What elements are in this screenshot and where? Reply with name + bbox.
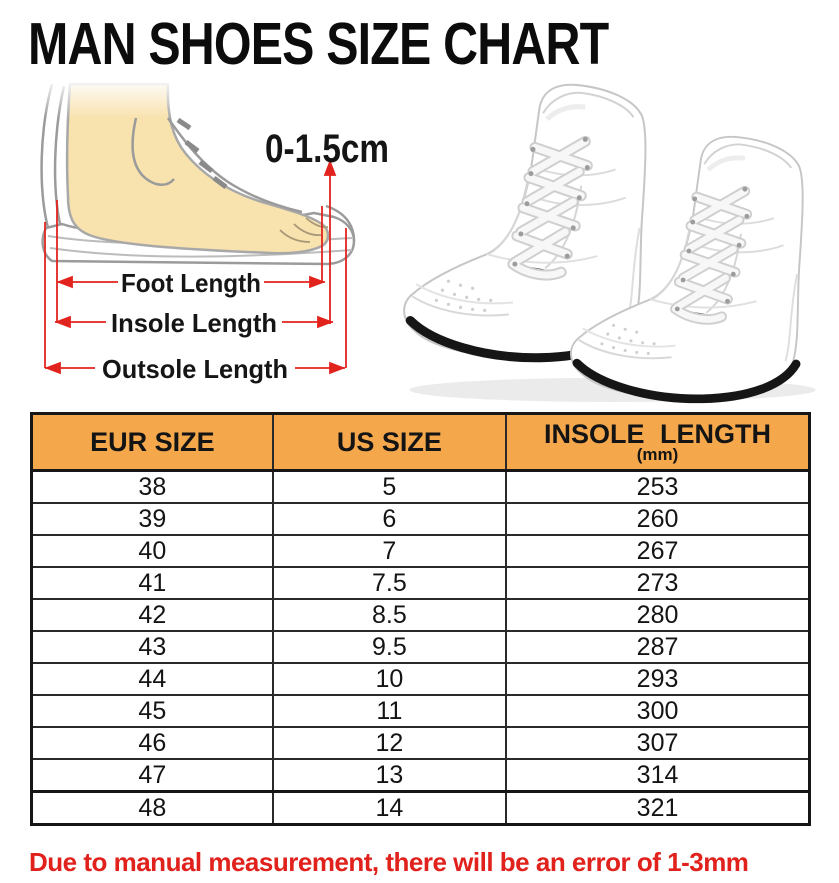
- us-cell: 14: [271, 790, 508, 826]
- insole-cell: 253: [505, 469, 811, 504]
- col-header-insole-unit: (mm): [636, 445, 679, 464]
- insole-cell: 267: [505, 534, 811, 568]
- insole-cell: 287: [505, 630, 811, 664]
- col-header-eur: EUR SIZE: [30, 412, 274, 472]
- col-header-insole-label: INSOLE LENGTH: [544, 419, 772, 449]
- us-cell: 7: [271, 534, 508, 568]
- shoe-instep-outline: [166, 117, 356, 242]
- table-row: 39 6 260: [30, 502, 811, 536]
- eur-cell: 43: [30, 630, 274, 664]
- eur-cell: 44: [30, 662, 274, 696]
- eur-cell: 41: [30, 566, 274, 600]
- insole-cell: 300: [505, 694, 811, 728]
- eur-cell: 40: [30, 534, 274, 568]
- col-header-us: US SIZE: [271, 412, 508, 472]
- table-row: 42 8.5 280: [30, 598, 811, 632]
- insole-cell: 280: [505, 598, 811, 632]
- eur-cell: 46: [30, 726, 274, 760]
- foot-measurement-diagram: 0-1.5cm Foot Length Insole Length Outsol…: [38, 78, 389, 384]
- measurement-error-note: Due to manual measurement, there will be…: [29, 847, 749, 877]
- us-cell: 10: [271, 662, 508, 696]
- leg-fade: [38, 78, 228, 118]
- table-row: 47 13 314: [30, 758, 811, 793]
- eur-cell: 42: [30, 598, 274, 632]
- us-cell: 7.5: [271, 566, 508, 600]
- table-row: 48 14 321: [30, 790, 811, 826]
- insole-cell: 314: [505, 758, 811, 793]
- up-arrow-icon: [323, 159, 337, 176]
- table-row: 45 11 300: [30, 694, 811, 728]
- eur-cell: 48: [30, 790, 274, 826]
- outsole-length-label: Outsole Length: [102, 354, 288, 384]
- size-table: EUR SIZE US SIZE INSOLE LENGTH (mm) 38 5…: [30, 412, 811, 826]
- toe-allowance-label: 0-1.5cm: [265, 127, 389, 171]
- insole-cell: 273: [505, 566, 811, 600]
- us-cell: 12: [271, 726, 508, 760]
- page-title: MAN SHOES SIZE CHART: [28, 11, 609, 77]
- foot-illustration: [65, 82, 330, 255]
- table-row: 43 9.5 287: [30, 630, 811, 664]
- table-row: 46 12 307: [30, 726, 811, 760]
- insole-cell: 260: [505, 502, 811, 536]
- us-cell: 13: [271, 758, 508, 793]
- insole-cell: 307: [505, 726, 811, 760]
- table-row: 41 7.5 273: [30, 566, 811, 600]
- insole-cell: 321: [505, 790, 811, 826]
- col-header-insole: INSOLE LENGTH (mm): [505, 412, 811, 472]
- measurement-lines: [44, 159, 347, 375]
- insole-length-label: Insole Length: [111, 308, 277, 338]
- us-cell: 6: [271, 502, 508, 536]
- table-row: 44 10 293: [30, 662, 811, 696]
- us-cell: 8.5: [271, 598, 508, 632]
- insole-cell: 293: [505, 662, 811, 696]
- us-cell: 11: [271, 694, 508, 728]
- table-row: 38 5 253: [30, 469, 811, 504]
- table-row: 40 7 267: [30, 534, 811, 568]
- sneakers-photo: [396, 75, 816, 407]
- header-row: EUR SIZE US SIZE INSOLE LENGTH (mm): [30, 412, 811, 472]
- eur-cell: 38: [30, 469, 274, 504]
- eur-cell: 47: [30, 758, 274, 793]
- foot-length-label: Foot Length: [121, 268, 261, 298]
- us-cell: 5: [271, 469, 508, 504]
- eur-cell: 45: [30, 694, 274, 728]
- eur-cell: 39: [30, 502, 274, 536]
- us-cell: 9.5: [271, 630, 508, 664]
